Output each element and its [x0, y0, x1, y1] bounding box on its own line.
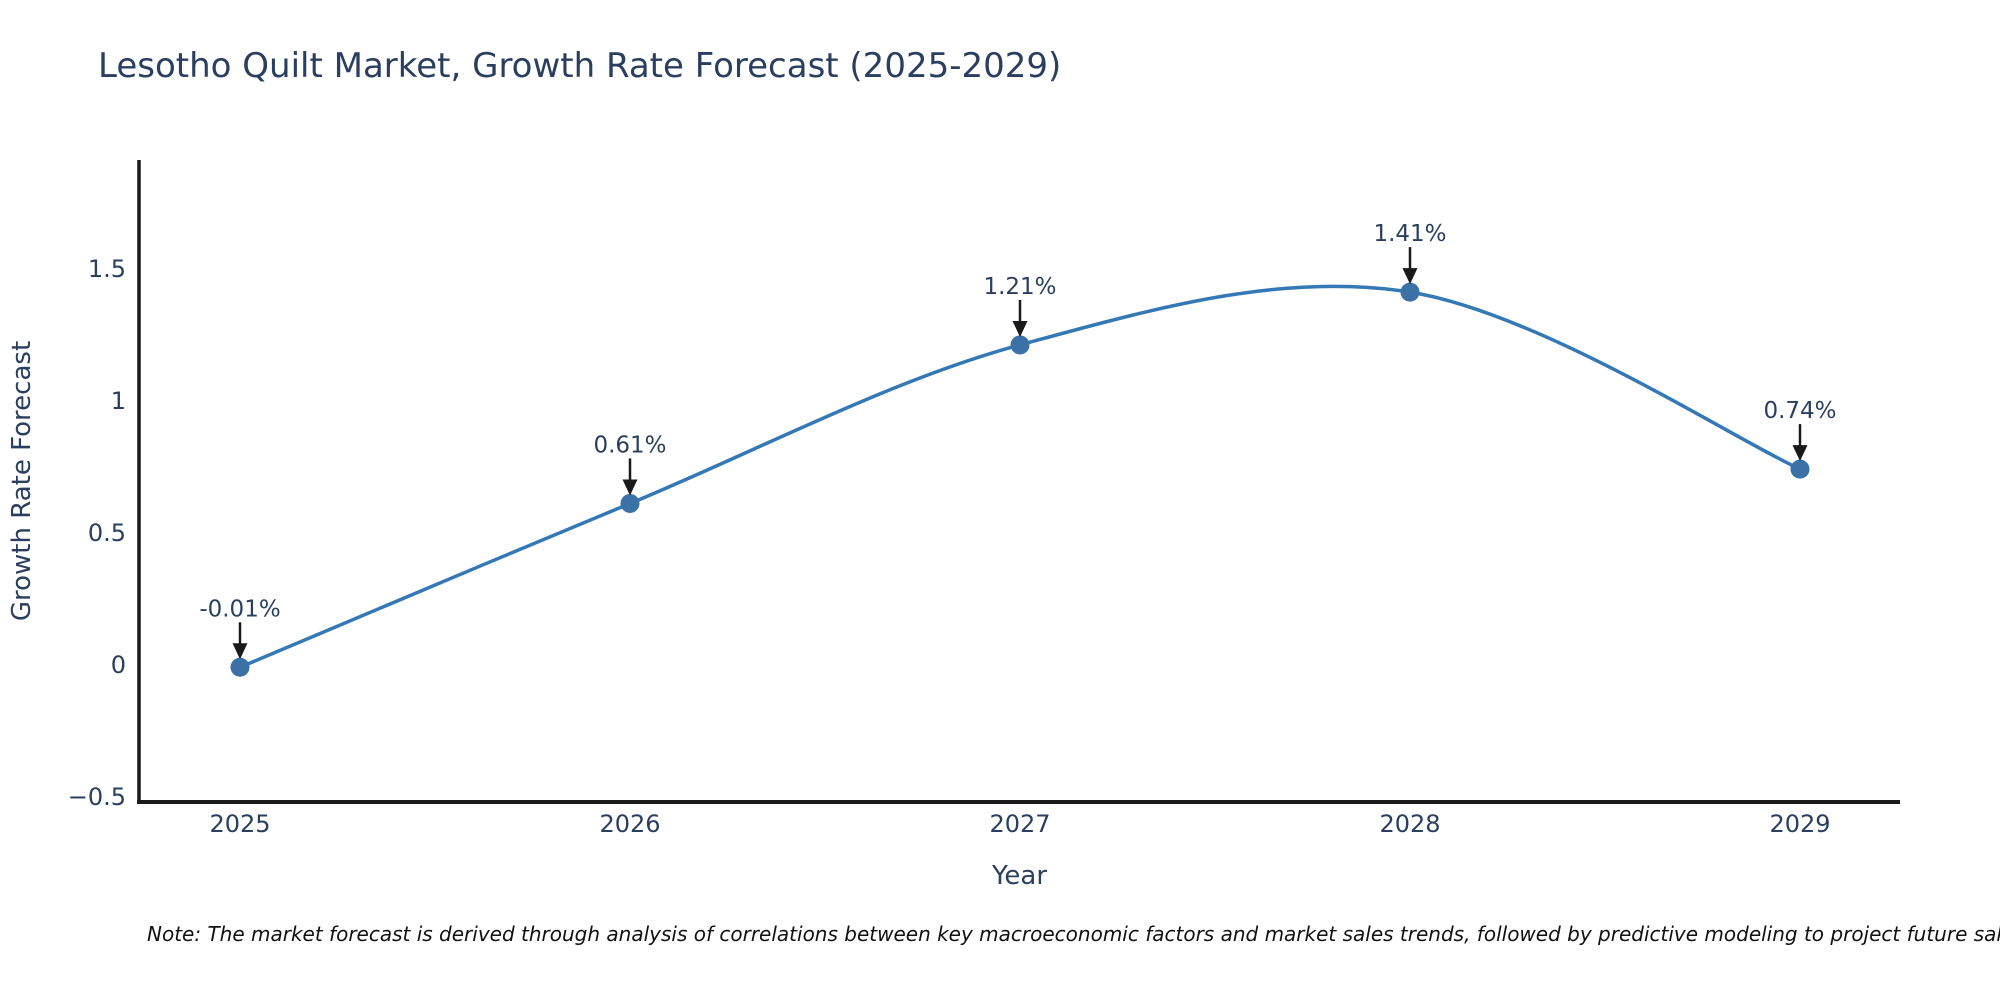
data-point-marker	[230, 657, 250, 677]
data-point-marker	[1790, 459, 1810, 479]
footnote: Note: The market forecast is derived thr…	[147, 922, 2000, 946]
point-value-label: 1.21%	[983, 274, 1056, 300]
chart-title: Lesotho Quilt Market, Growth Rate Foreca…	[98, 46, 1062, 86]
y-tick-label: 0.5	[88, 519, 126, 547]
data-point-marker	[1010, 335, 1030, 355]
annotation-arrowhead	[1012, 320, 1028, 337]
y-tick-label: 1	[111, 387, 126, 415]
annotation-arrowhead	[622, 479, 638, 496]
x-tick-label: 2025	[209, 810, 270, 838]
x-tick-label: 2026	[599, 810, 660, 838]
y-tick-label: 1.5	[88, 255, 126, 283]
annotation-arrowhead	[232, 643, 248, 660]
point-value-label: 0.74%	[1763, 398, 1836, 424]
data-point-marker	[620, 493, 640, 513]
y-axis-title: Growth Rate Forecast	[7, 341, 37, 621]
point-value-label: 1.41%	[1373, 221, 1446, 247]
x-tick-label: 2027	[989, 810, 1050, 838]
annotation-arrowhead	[1792, 445, 1808, 462]
point-value-label: 0.61%	[593, 432, 666, 458]
point-value-label: -0.01%	[199, 596, 280, 622]
y-tick-label: −0.5	[68, 783, 126, 811]
y-tick-label: 0	[111, 651, 126, 679]
x-tick-label: 2029	[1769, 810, 1830, 838]
x-tick-label: 2028	[1379, 810, 1440, 838]
x-axis-title: Year	[991, 861, 1047, 891]
data-point-marker	[1400, 282, 1420, 302]
annotation-arrowhead	[1402, 268, 1418, 285]
